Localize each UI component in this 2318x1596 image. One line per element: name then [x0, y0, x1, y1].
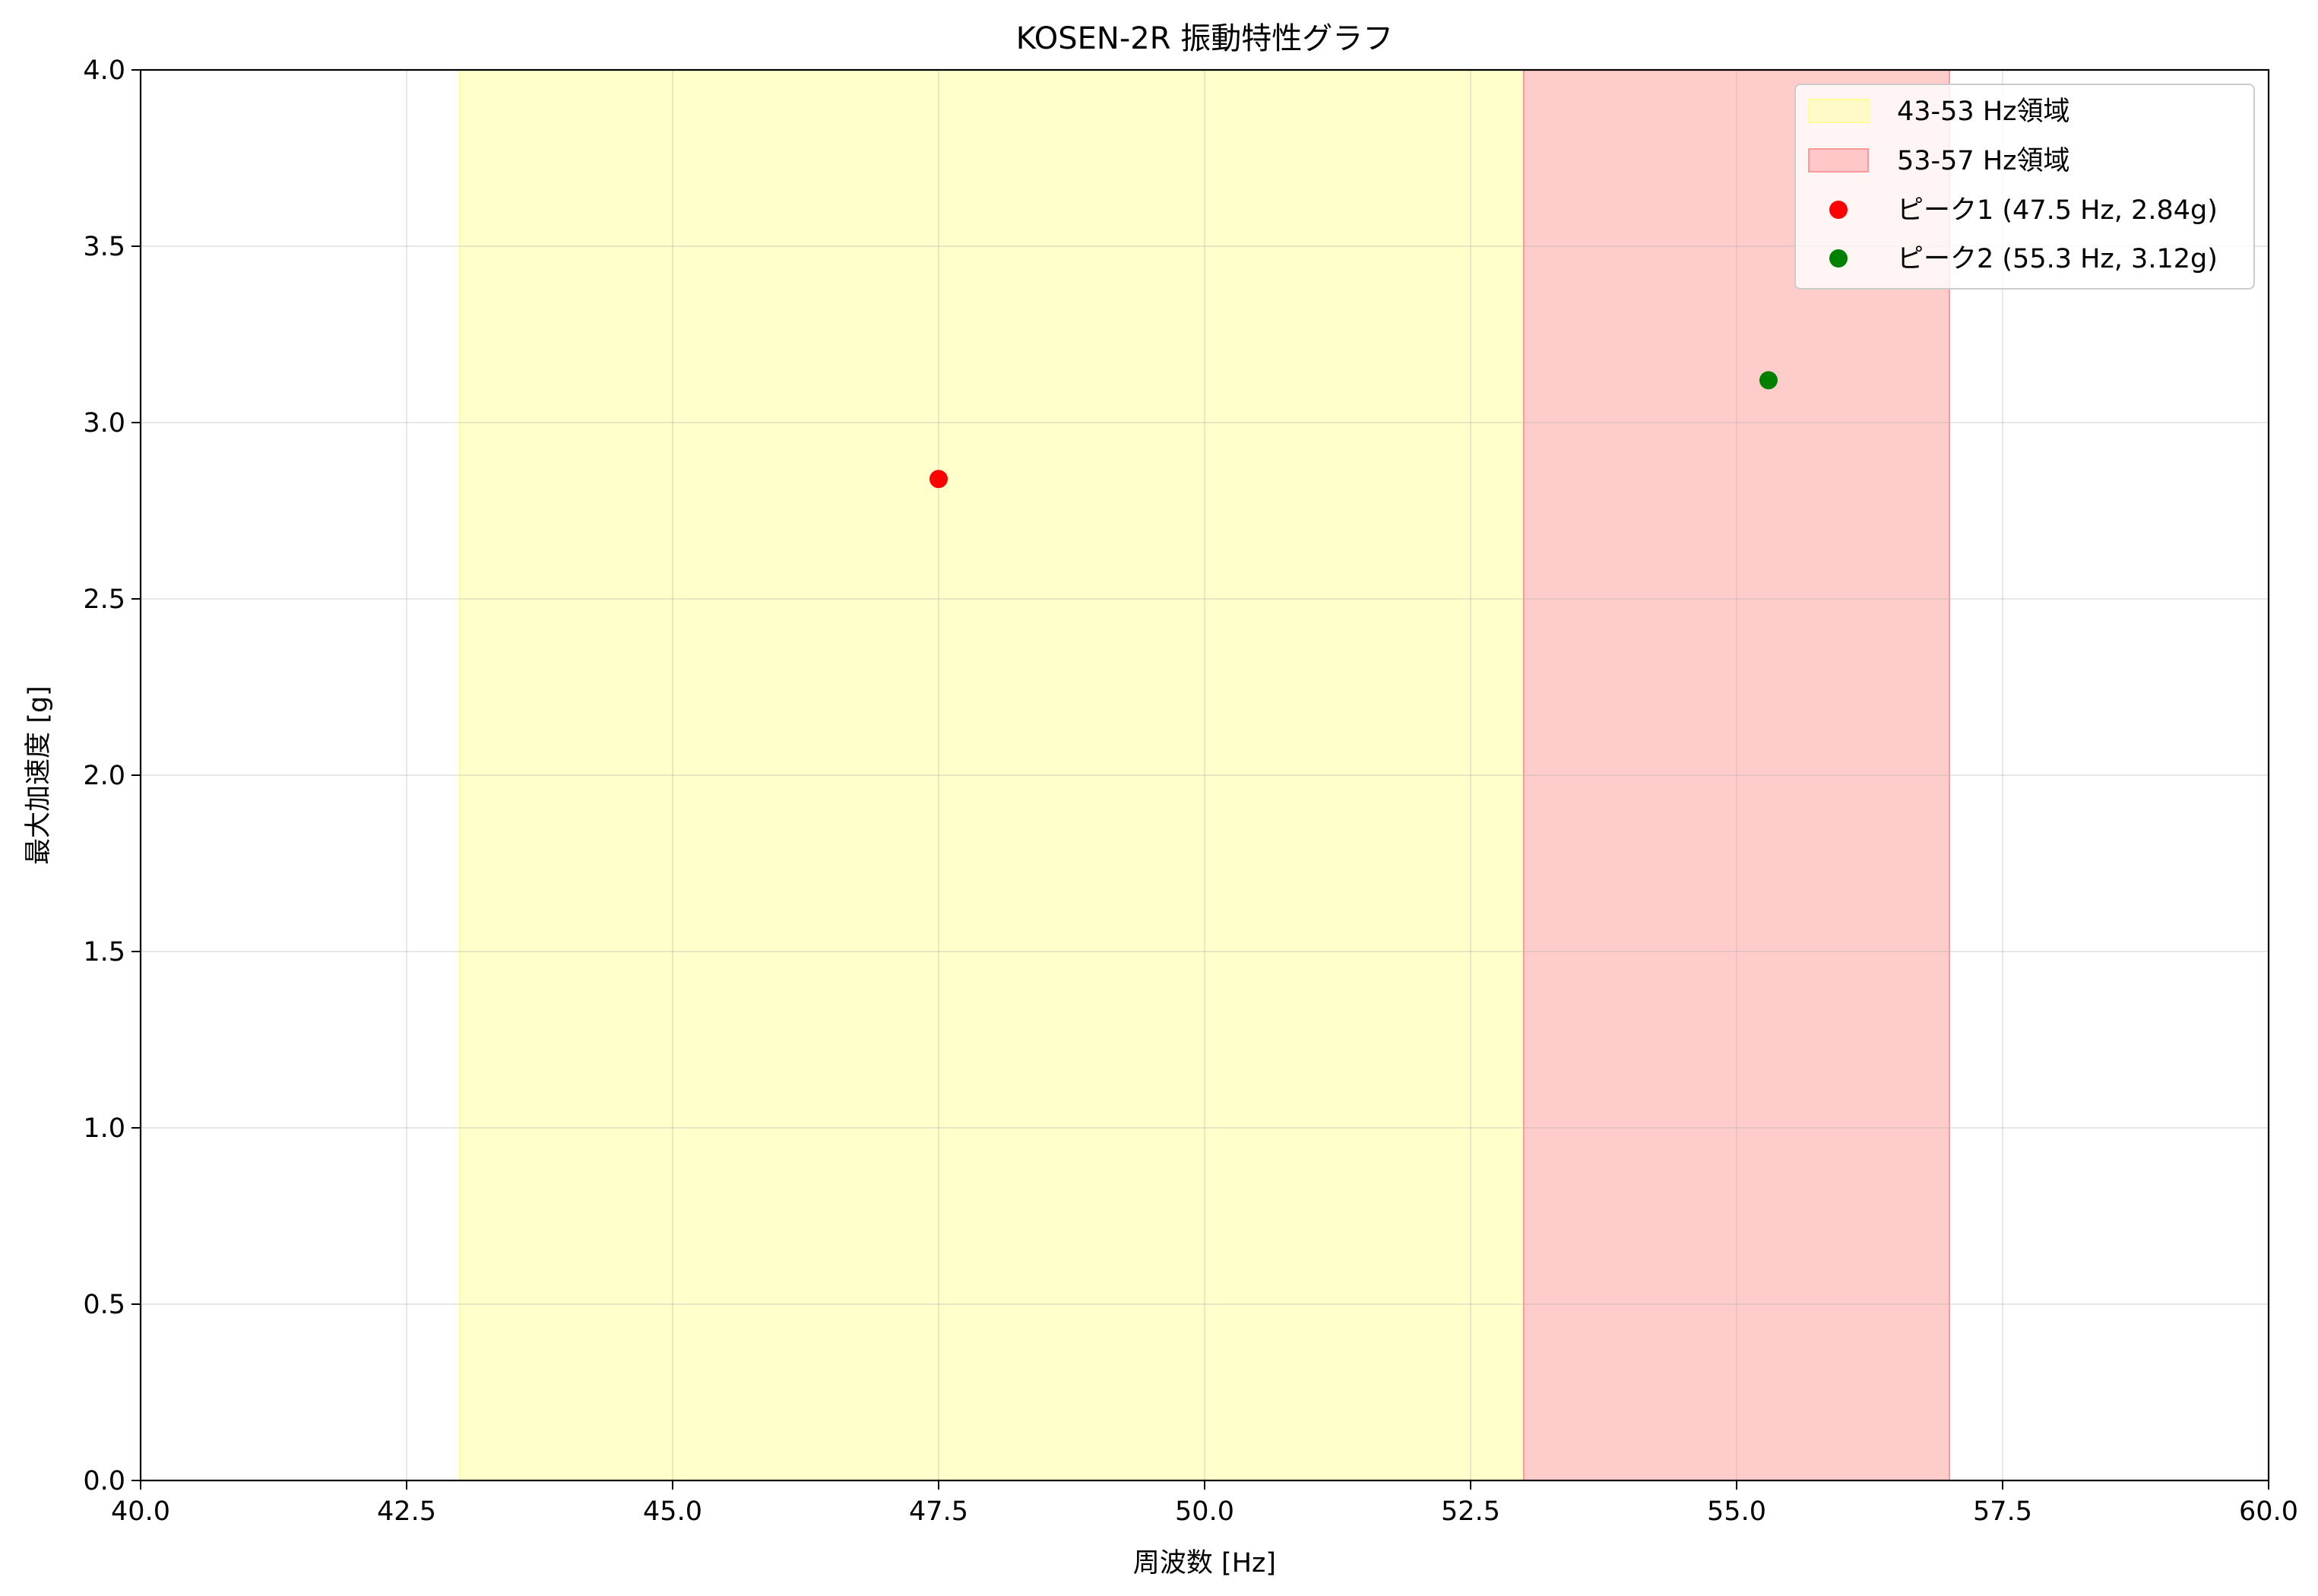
chart-title: KOSEN-2R 振動特性グラフ — [1016, 21, 1394, 56]
x-tick-label: 52.5 — [1441, 1496, 1500, 1527]
y-axis-ticks: 0.0 0.5 1.0 1.5 2.0 2.5 3.0 3.5 4.0 — [83, 55, 141, 1496]
x-tick-label: 40.0 — [111, 1496, 170, 1527]
legend-label-peak-2: ピーク2 (55.3 Hz, 3.12g) — [1897, 244, 2218, 274]
legend-label-band-2: 53-57 Hz領域 — [1897, 146, 2070, 176]
x-tick-label: 57.5 — [1973, 1496, 2032, 1527]
peak-2-point — [1759, 371, 1778, 390]
x-axis-ticks: 40.0 42.5 45.0 47.5 50.0 52.5 55.0 57.5 60.0 — [111, 1480, 2298, 1527]
data-points — [929, 371, 1778, 489]
x-tick-label: 42.5 — [377, 1496, 436, 1527]
x-axis-label: 周波数 [Hz] — [1133, 1548, 1276, 1579]
legend-box — [1794, 84, 2255, 290]
y-tick-label: 2.0 — [83, 761, 125, 791]
legend-swatch-band-1 — [1808, 99, 1869, 123]
shaded-bands — [459, 69, 1950, 1481]
x-tick-label: 47.5 — [909, 1496, 968, 1527]
legend-swatch-band-2 — [1808, 148, 1869, 173]
y-axis-label: 最大加速度 [g] — [24, 686, 54, 865]
x-tick-label: 55.0 — [1707, 1496, 1766, 1527]
x-tick-label: 60.0 — [2239, 1496, 2298, 1527]
y-tick-label: 1.5 — [83, 937, 125, 967]
band-1 — [459, 69, 1525, 1481]
y-tick-label: 1.0 — [83, 1113, 125, 1144]
peak-1-point — [929, 470, 948, 489]
y-tick-label: 0.0 — [83, 1466, 125, 1496]
x-tick-label: 50.0 — [1175, 1496, 1234, 1527]
legend-marker-peak-1 — [1829, 201, 1848, 219]
band-2 — [1523, 69, 1950, 1481]
legend-marker-peak-2 — [1829, 249, 1848, 268]
y-tick-label: 0.5 — [83, 1290, 125, 1320]
y-tick-label: 2.5 — [83, 584, 125, 615]
legend: 43-53 Hz領域 53-57 Hz領域 ピーク1 (47.5 Hz, 2.8… — [1794, 84, 2255, 290]
legend-label-band-1: 43-53 Hz領域 — [1897, 97, 2070, 127]
legend-label-peak-1: ピーク1 (47.5 Hz, 2.84g) — [1897, 195, 2218, 226]
y-tick-label: 3.0 — [83, 408, 125, 439]
x-tick-label: 45.0 — [643, 1496, 702, 1527]
y-tick-label: 4.0 — [83, 55, 125, 86]
y-tick-label: 3.5 — [83, 232, 125, 262]
